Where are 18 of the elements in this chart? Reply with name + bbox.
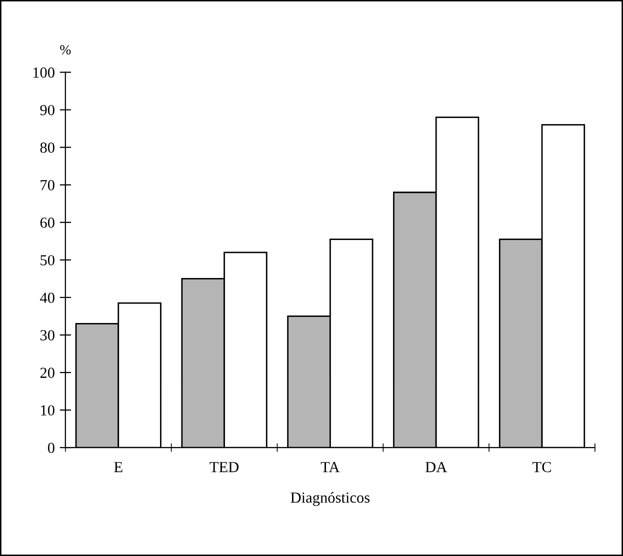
y-tick-label: 100: [33, 67, 54, 78]
y-tick-label: 60: [40, 218, 54, 228]
x-tick-label: TED: [210, 462, 239, 472]
x-tick-label: E: [114, 462, 122, 472]
y-tick-label: 80: [40, 142, 54, 153]
x-tick-label: TC: [532, 462, 551, 472]
y-tick-label: 50: [40, 255, 54, 266]
x-tick-label: TA: [320, 462, 340, 472]
y-axis-title: %: [60, 45, 71, 54]
y-tick-label: 90: [40, 104, 54, 116]
y-tick-label: 0: [48, 442, 54, 454]
y-tick-label: 30: [40, 330, 54, 340]
y-tick-label: 20: [40, 368, 54, 378]
x-axis-title: Diagnósticos: [290, 492, 370, 506]
y-tick-label: 10: [41, 405, 54, 416]
x-tick-label: DA: [426, 462, 448, 472]
y-tick-label: 70: [40, 180, 54, 190]
y-tick-label: 40: [40, 292, 54, 303]
